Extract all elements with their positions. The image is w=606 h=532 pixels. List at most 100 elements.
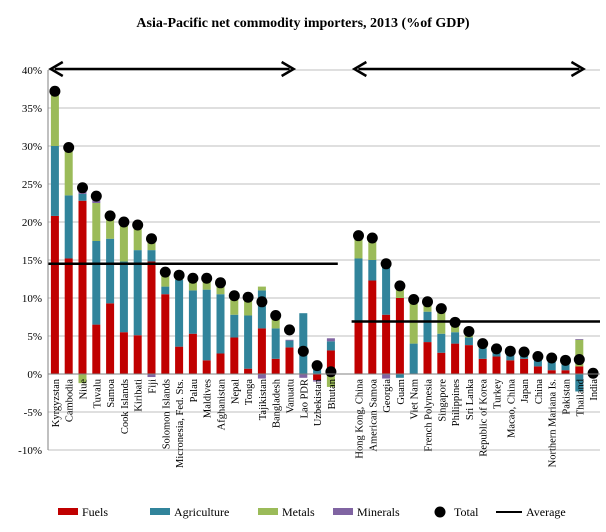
- total-marker-cambodia: [63, 142, 75, 154]
- legend-swatch-agriculture: [150, 508, 170, 515]
- total-markers: [49, 85, 599, 379]
- y-tick-label: 15%: [22, 255, 42, 267]
- bar-agriculture-singapore: [437, 333, 446, 353]
- category-label-nepal: Nepal: [230, 379, 241, 404]
- bar-metals-cook-islands: [119, 225, 128, 262]
- bar-agriculture-solomon-islands: [161, 286, 170, 295]
- legend-label-average: Average: [526, 505, 566, 519]
- bar-agriculture-afghanistan: [216, 294, 225, 354]
- bar-metals-american-samoa: [368, 240, 377, 260]
- legend-label-metals: Metals: [282, 505, 315, 519]
- bar-agriculture-china: [533, 359, 542, 367]
- bar-fuels-bhutan: [326, 350, 335, 374]
- total-marker-solomon-islands: [159, 266, 171, 278]
- bar-agriculture-kyrgyzstan: [50, 146, 59, 216]
- total-marker-tajikistan: [256, 296, 268, 308]
- bar-agriculture-macao-china: [506, 355, 515, 361]
- bar-minerals-uzbekistan: [313, 380, 322, 382]
- bar-agriculture-nepal: [230, 314, 239, 338]
- average-lines: [48, 262, 600, 323]
- bar-fuels-georgia: [382, 314, 391, 374]
- bar-metals-thailand: [575, 339, 584, 367]
- category-label-india: India: [589, 379, 600, 401]
- bar-fuels-republic-of-korea: [478, 358, 487, 374]
- bar-agriculture-georgia: [382, 267, 391, 315]
- bar-metals-tajikistan: [257, 286, 266, 291]
- bar-fuels-japan: [520, 358, 529, 374]
- bar-fuels-kiribati: [133, 335, 142, 374]
- legend-swatch-total: [434, 506, 446, 518]
- bar-fuels-kyrgyzstan: [50, 215, 59, 374]
- bar-agriculture-french-polynesia: [423, 311, 432, 343]
- bar-agriculture-thailand: [575, 374, 584, 392]
- category-label-republic-of-korea: Republic of Korea: [479, 379, 490, 457]
- category-label-tuvalu: Tuvalu: [92, 378, 103, 408]
- legend-label-fuels: Fuels: [82, 505, 108, 519]
- chart-title: Asia-Pacific net commodity importers, 20…: [136, 16, 470, 31]
- total-marker-hong-kong-china: [353, 230, 364, 242]
- bar-agriculture-palau: [188, 290, 197, 334]
- bar-agriculture-tuvalu: [92, 241, 101, 325]
- total-marker-georgia: [380, 258, 392, 270]
- category-label-guam: Guam: [396, 379, 407, 405]
- bar-minerals-thailand: [575, 339, 584, 340]
- bar-fuels-samoa: [106, 303, 115, 374]
- bar-fuels-bangladesh: [271, 358, 280, 374]
- bar-fuels-niue: [78, 200, 87, 374]
- total-marker-china: [532, 351, 544, 363]
- bar-metals-kiribati: [133, 225, 142, 251]
- bar-fuels-vanuatu: [285, 347, 294, 374]
- bar-agriculture-guam: [395, 374, 404, 378]
- bar-metals-niue: [78, 374, 87, 384]
- bar-agriculture-northern-mariana-is: [547, 361, 556, 371]
- category-label-french-polynesia: French Polynesia: [424, 379, 435, 452]
- bar-fuels-philippines: [451, 343, 460, 374]
- bar-fuels-turkey: [492, 356, 501, 374]
- bar-agriculture-lao-pdr: [299, 313, 308, 374]
- bars: [50, 92, 584, 392]
- bar-metals-fiji: [147, 242, 156, 251]
- bar-minerals-georgia: [382, 374, 391, 379]
- bar-fuels-tajikistan: [257, 328, 266, 374]
- total-marker-philippines: [449, 316, 461, 328]
- total-marker-tuvalu: [90, 190, 102, 202]
- y-tick-label: -10%: [18, 445, 42, 457]
- total-marker-northern-mariana-is: [546, 352, 558, 364]
- bar-fuels-guam: [395, 298, 404, 374]
- y-tick-label: -5%: [24, 407, 42, 419]
- axes: [47, 70, 600, 450]
- bar-fuels-china: [533, 366, 542, 374]
- bar-metals-nepal: [230, 298, 239, 315]
- category-label-northern-mariana-is: Northern Mariana Is.: [548, 379, 559, 467]
- range-arrow-2: [351, 60, 586, 78]
- category-label-niue: Niue: [79, 379, 90, 400]
- bar-metals-hong-kong-china: [354, 238, 363, 259]
- category-label-viet-nam: Viet Nam: [410, 379, 421, 419]
- category-label-maldives: Maldives: [203, 379, 214, 418]
- bar-fuels-tuvalu: [92, 324, 101, 374]
- legend-item-fuels: Fuels: [58, 505, 108, 519]
- bar-fuels-macao-china: [506, 360, 515, 374]
- legend-label-minerals: Minerals: [357, 505, 400, 519]
- category-label-micronesia-fed-sts: Micronesia, Fed. Sts.: [175, 379, 186, 468]
- category-label-american-samoa: American Samoa: [368, 379, 379, 452]
- total-marker-french-polynesia: [422, 296, 433, 308]
- category-label-lao-pdr: Lao PDR: [299, 379, 310, 418]
- total-marker-vanuatu: [284, 324, 295, 336]
- bar-fuels-maldives: [202, 360, 211, 374]
- category-label-cook-islands: Cook Islands: [120, 379, 131, 434]
- total-marker-afghanistan: [215, 277, 226, 289]
- bar-metals-tuvalu: [92, 203, 101, 241]
- bar-agriculture-sri-lanka: [464, 337, 473, 346]
- bar-agriculture-fiji: [147, 250, 156, 262]
- category-label-turkey: Turkey: [493, 378, 504, 409]
- total-marker-turkey: [491, 343, 502, 355]
- total-marker-samoa: [104, 210, 116, 222]
- bar-fuels-micronesia-fed-sts: [175, 346, 184, 374]
- category-label-uzbekistan: Uzbekistan: [313, 378, 324, 426]
- total-marker-thailand: [573, 354, 585, 366]
- bar-minerals-fiji: [147, 374, 156, 378]
- category-label-kyrgyzstan: Kyrgyzstan: [51, 378, 62, 427]
